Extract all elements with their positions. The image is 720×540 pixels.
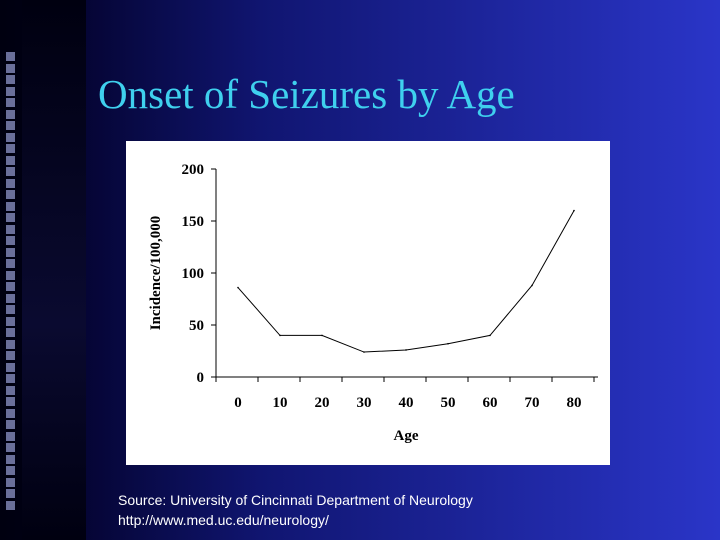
x-tick-label: 10 xyxy=(273,395,288,411)
decorative-square xyxy=(6,466,15,475)
decorative-dark-band xyxy=(22,0,86,540)
data-point xyxy=(279,334,281,337)
source-citation: Source: University of Cincinnati Departm… xyxy=(118,490,473,530)
x-tick-label: 70 xyxy=(525,395,540,411)
decorative-square xyxy=(6,270,15,280)
decorative-square xyxy=(6,144,15,153)
decorative-square xyxy=(6,489,15,498)
decorative-square xyxy=(6,477,15,487)
decorative-square xyxy=(6,190,15,199)
decorative-square xyxy=(6,52,15,61)
decorative-square-strip xyxy=(0,0,22,540)
decorative-square xyxy=(6,282,15,291)
data-point xyxy=(573,209,575,212)
decorative-square xyxy=(6,224,15,234)
x-tick-label: 0 xyxy=(234,395,242,411)
data-point xyxy=(363,351,365,353)
decorative-square xyxy=(6,420,15,429)
decorative-square xyxy=(6,293,15,303)
decorative-square xyxy=(6,98,15,107)
y-axis-label: Incidence/100,000 xyxy=(148,216,164,331)
data-point xyxy=(489,334,491,337)
decorative-square xyxy=(6,374,15,383)
decorative-square xyxy=(6,443,15,452)
decorative-square xyxy=(6,236,15,245)
decorative-square xyxy=(6,408,15,418)
decorative-square xyxy=(6,213,15,222)
slide-title: Onset of Seizures by Age xyxy=(98,71,515,117)
x-tick-label: 30 xyxy=(357,395,372,411)
decorative-square xyxy=(6,316,15,326)
x-tick-label: 20 xyxy=(315,395,330,411)
decorative-square xyxy=(6,178,15,188)
y-tick-label: 150 xyxy=(182,214,205,230)
source-url: http://www.med.uc.edu/neurology/ xyxy=(118,512,329,528)
data-point xyxy=(321,334,323,337)
decorative-square xyxy=(6,339,15,349)
decorative-square xyxy=(6,167,15,176)
source-text: Source: University of Cincinnati Departm… xyxy=(118,492,473,508)
decorative-square xyxy=(6,397,15,406)
x-tick-label: 50 xyxy=(441,395,456,411)
decorative-square xyxy=(6,75,15,84)
x-tick-label: 80 xyxy=(567,395,582,411)
decorative-square xyxy=(6,259,15,268)
data-point xyxy=(531,284,533,287)
line-chart: Incidence/100,000 Age 0 50 100 150 200 0 10 20 3… xyxy=(126,141,610,465)
series-line xyxy=(237,210,575,353)
y-tick-label: 200 xyxy=(182,162,205,178)
decorative-square xyxy=(6,351,15,360)
data-point xyxy=(405,349,407,351)
decorative-square xyxy=(6,132,15,142)
decorative-square xyxy=(6,500,15,510)
decorative-square xyxy=(6,305,15,314)
decorative-square xyxy=(6,86,15,96)
decorative-square xyxy=(6,385,15,395)
y-tick-label: 0 xyxy=(197,370,205,386)
decorative-square xyxy=(6,63,15,73)
x-axis-label: Age xyxy=(394,428,419,444)
x-tick-label: 60 xyxy=(483,395,498,411)
decorative-square xyxy=(6,109,15,119)
decorative-square xyxy=(6,155,15,165)
data-point xyxy=(447,342,449,345)
decorative-square xyxy=(6,362,15,372)
decorative-square xyxy=(6,247,15,257)
chart-svg: Incidence/100,000 Age 0 50 100 150 200 0 10 20 3… xyxy=(148,162,598,444)
y-tick-label: 100 xyxy=(182,266,205,282)
data-point xyxy=(237,286,239,289)
y-tick-label: 50 xyxy=(189,318,204,334)
decorative-square xyxy=(6,201,15,211)
decorative-square xyxy=(6,454,15,464)
decorative-square xyxy=(6,328,15,337)
decorative-square xyxy=(6,431,15,441)
x-tick-label: 40 xyxy=(399,395,414,411)
decorative-square xyxy=(6,121,15,130)
